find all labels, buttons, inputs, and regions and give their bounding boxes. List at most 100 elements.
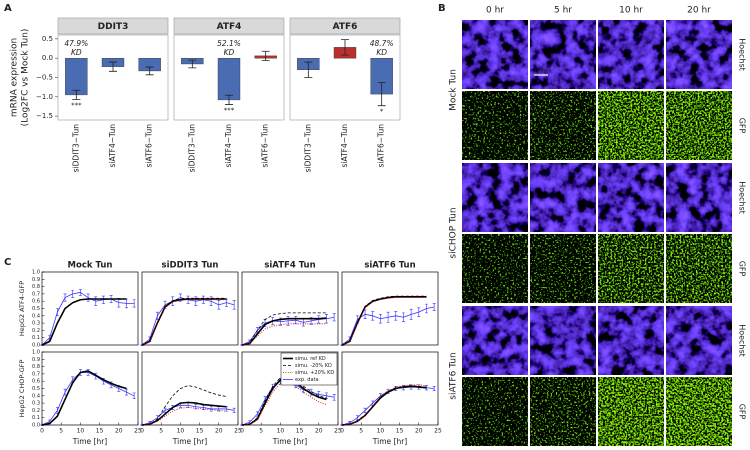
legend-label: simu. +20% KD [295, 370, 334, 376]
error-bar [72, 89, 81, 100]
plot-frame [141, 271, 239, 346]
x-axis-label: Time [hr] [272, 437, 308, 446]
facet-title: ATF4 [217, 22, 242, 32]
x-tick-label: 5 [359, 428, 363, 435]
y-tick-label: 0.6 [32, 379, 40, 385]
y-tick-label: 0.9 [32, 357, 40, 363]
microscopy-image [598, 163, 664, 232]
series-line [141, 299, 227, 346]
series-line [341, 384, 427, 426]
row-group-label: siCHOP Tun [449, 207, 459, 258]
row-label: GFP [738, 118, 747, 134]
x-tick-label: 25 [234, 428, 242, 435]
chart-title: Mock Tun [68, 261, 113, 271]
y-axis-label: mRNA expression [10, 38, 20, 117]
error-bar [63, 388, 67, 396]
error-bar [304, 61, 313, 78]
y-tick-label: 0.3 [32, 321, 40, 327]
microscopy-image [598, 377, 664, 446]
x-tick-label: siATF4−Tun [340, 124, 349, 168]
microscopy-image [598, 91, 664, 160]
error-bar [432, 386, 436, 391]
series-line [241, 376, 327, 426]
bar [217, 57, 241, 101]
x-tick-label: siDDIT3−Tun [303, 124, 312, 173]
error-bar [132, 392, 136, 400]
legend-label: simu. -20% KD [295, 363, 332, 369]
significance: *** [71, 102, 82, 110]
plot-frame [141, 351, 239, 426]
panel-label: C [4, 257, 11, 268]
x-tick-label: siATF6−Tun [261, 124, 270, 168]
series-line [141, 297, 227, 346]
microscopy-image [666, 306, 732, 375]
row-label: Hoechst [738, 38, 747, 71]
microscopy-image [530, 234, 596, 303]
microscopy-image [462, 163, 528, 232]
facet-title: DDIT3 [98, 22, 129, 32]
x-axis-label: Time [hr] [372, 437, 408, 446]
facet-strip [173, 17, 285, 35]
x-axis-label: Time [hr] [72, 437, 108, 446]
microscopy-image [598, 234, 664, 303]
y-axis-label: HepG2 ATF4-GFP [18, 281, 26, 336]
x-tick-label: siATF6−Tun [377, 124, 386, 168]
x-tick-label: siATF4−Tun [224, 124, 233, 168]
series-line [141, 407, 227, 426]
error-bar [225, 94, 233, 105]
bar [65, 57, 88, 96]
y-tick-label: 0.8 [32, 364, 40, 370]
series-line [341, 297, 427, 346]
x-tick-label: 20 [215, 428, 223, 435]
series-line [141, 401, 227, 426]
y-tick-label: 0.4 [32, 393, 40, 399]
microscopy-image [666, 234, 732, 303]
chart-title: siDDIT3 Tun [162, 261, 219, 271]
microscopy-image [462, 306, 528, 375]
y-tick-label: 1.0 [32, 350, 40, 356]
x-tick-label: 5 [159, 428, 163, 435]
error-bar [145, 66, 154, 76]
facet-title: ATF6 [333, 22, 358, 32]
x-tick-label: 25 [434, 428, 442, 435]
legend-label: exp. data [295, 377, 319, 383]
microscopy-image [462, 91, 528, 160]
error-bar [232, 300, 236, 310]
plot-frame [341, 351, 439, 426]
microscopy-image [530, 91, 596, 160]
x-tick-label: 10 [277, 428, 285, 435]
y-tick-label: 0.1 [32, 335, 40, 341]
error-bar [332, 313, 336, 322]
kd-annotation: 47.9% [64, 39, 88, 48]
error-bar [86, 293, 90, 302]
y-tick-label: 0.2 [32, 328, 40, 334]
chart-title: siATF4 Tun [264, 261, 315, 271]
microscopy-image [530, 20, 596, 89]
column-header: 20 hr [687, 6, 711, 16]
kd-annotation: KD [224, 48, 235, 57]
error-bar [371, 311, 375, 321]
y-tick-label: 1.0 [32, 270, 40, 276]
series-line [241, 382, 327, 426]
x-tick-label: 10 [177, 428, 185, 435]
y-tick-label: 0.9 [32, 277, 40, 283]
error-bar [78, 289, 82, 296]
column-header: 0 hr [486, 6, 504, 16]
row-label: GFP [738, 404, 747, 420]
column-header: 5 hr [554, 6, 572, 16]
error-bar [188, 59, 197, 69]
y-axis-label: (Log2FC vs Mock Tun) [21, 29, 31, 127]
error-bar [432, 303, 436, 311]
row-label: Hoechst [738, 324, 747, 357]
row-group-label: Mock Tun [449, 69, 459, 111]
series-line [141, 385, 227, 426]
x-axis-label: Time [hr] [172, 437, 208, 446]
error-bar [424, 303, 428, 314]
panel-label: B [438, 3, 446, 14]
error-bar [217, 300, 221, 310]
error-bar [55, 308, 59, 317]
microscopy-image [530, 163, 596, 232]
error-bar [394, 311, 398, 321]
microscopy-image [666, 91, 732, 160]
